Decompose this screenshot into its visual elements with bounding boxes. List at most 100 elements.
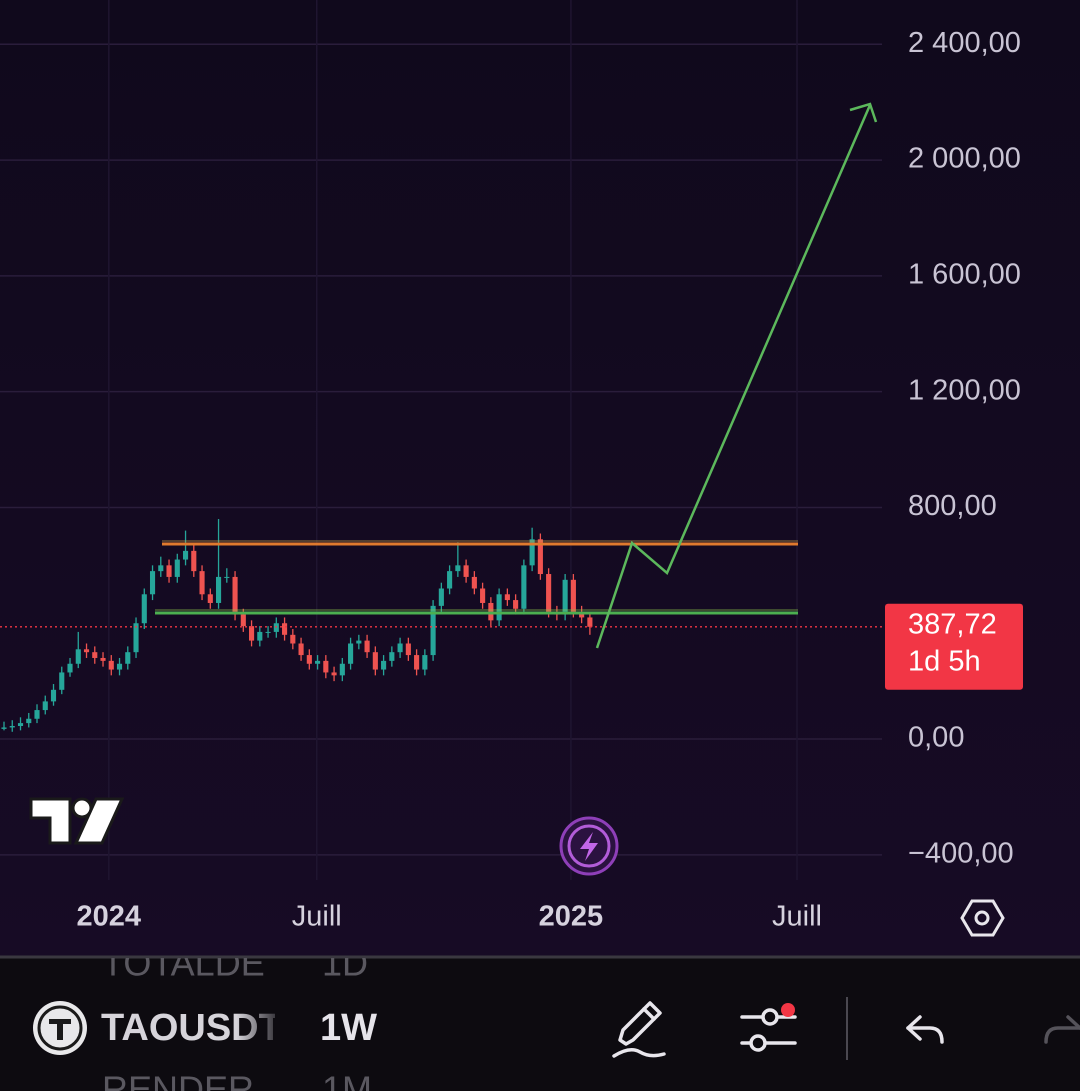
settings-button[interactable]: [960, 899, 1005, 937]
x-tick-label: 2024: [77, 901, 142, 933]
undo-button[interactable]: [906, 1015, 944, 1044]
grid: [0, 0, 882, 880]
toolbar: [0, 957, 1080, 1091]
candle-body: [108, 660, 114, 670]
candle-body: [447, 571, 453, 589]
y-tick-label: 2 400,00: [908, 27, 1021, 59]
x-tick-label: Juill: [292, 901, 342, 933]
x-tick-label: 2025: [539, 901, 604, 933]
candle-body: [422, 655, 428, 670]
candle-body: [389, 652, 395, 661]
candle-body: [455, 565, 461, 572]
candle-body: [504, 594, 510, 601]
redo-button[interactable]: [1044, 1015, 1080, 1044]
ghost-interval: 1D: [322, 943, 368, 984]
candle-body: [182, 550, 189, 560]
candle-body: [50, 689, 57, 702]
candle-body: [348, 643, 354, 664]
candle-body: [471, 576, 477, 589]
candle-body: [75, 649, 81, 664]
candle-body: [199, 571, 205, 595]
candle-body: [191, 550, 197, 572]
candle-body: [83, 649, 90, 653]
candle-body: [496, 594, 502, 621]
symbol-icon: [33, 1001, 87, 1055]
candle-body: [463, 565, 469, 577]
candle-body: [562, 579, 568, 615]
y-tick-label: 1 600,00: [908, 259, 1021, 291]
candle-body: [224, 576, 230, 578]
candle-body: [158, 565, 164, 572]
y-tick-label: 0,00: [908, 722, 964, 754]
candle-body: [133, 623, 139, 653]
candle-body: [67, 663, 73, 673]
candle-body: [331, 672, 337, 676]
candle-body: [34, 710, 40, 719]
projection-path: [595, 104, 872, 649]
tradingview-logo: [29, 797, 125, 845]
candle-body: [116, 663, 123, 670]
lightning-button[interactable]: [559, 816, 619, 876]
candle-body: [265, 631, 271, 633]
candle-body: [323, 660, 329, 673]
candle-body: [174, 559, 180, 577]
candle-body: [141, 594, 147, 624]
indicators-button[interactable]: [740, 1003, 797, 1052]
candle-body: [166, 565, 172, 577]
candle-body: [579, 611, 585, 618]
candle-body: [537, 539, 543, 575]
symbol[interactable]: TAOUSDT: [101, 1007, 282, 1049]
candle-body: [92, 652, 98, 658]
candle-body: [306, 655, 312, 664]
last-price-box: [885, 603, 1023, 690]
ghost-symbol: TOTALDE: [102, 943, 265, 984]
candle-body: [1, 727, 7, 729]
candle-body: [587, 617, 593, 627]
projection-arrowhead: [849, 102, 878, 123]
candle-body: [298, 643, 304, 656]
candle-body: [438, 588, 444, 606]
candle-body: [570, 579, 576, 612]
countdown-label: 1d 5h: [908, 645, 981, 677]
ghost-interval: 1M: [322, 1069, 372, 1091]
candle-body: [372, 652, 378, 670]
candle-body: [26, 718, 32, 724]
candle-body: [125, 652, 131, 664]
axes: 2 400,00 2 000,00 1 600,00 1 200,00 800,00 0,…: [77, 27, 1023, 933]
candle-body: [356, 640, 362, 644]
candle-body: [546, 574, 552, 612]
candle-body: [414, 655, 420, 670]
candle-body: [59, 672, 65, 690]
candle-body: [215, 576, 222, 603]
candle-body: [397, 643, 403, 653]
draw-button[interactable]: [612, 1001, 666, 1058]
candle-body: [282, 623, 288, 635]
candle-body: [290, 634, 296, 644]
y-tick-label: 1 200,00: [908, 374, 1021, 406]
y-tick-label: 800,00: [908, 490, 997, 522]
candle-body: [529, 539, 535, 566]
candle-body: [100, 657, 106, 661]
candle-body: [42, 701, 48, 711]
candle-body: [273, 623, 279, 632]
candle-body: [364, 640, 370, 653]
candle-body: [248, 626, 255, 641]
interval[interactable]: 1W: [320, 1007, 377, 1049]
candle-body: [339, 663, 345, 676]
candle-body: [207, 594, 213, 603]
ghost-symbol: RENDER: [102, 1069, 254, 1091]
candle-body: [480, 588, 486, 603]
candle-body: [430, 605, 436, 656]
x-tick-label: Juill: [772, 901, 822, 933]
candle-body: [381, 660, 387, 670]
candle-body: [17, 723, 24, 726]
toolbar-ghost-rows: TOTALDE 1D RENDER 1M: [102, 943, 372, 1091]
candle-body: [149, 571, 156, 595]
candle-body: [9, 726, 15, 728]
candle-body: [513, 600, 519, 609]
candle-body: [405, 643, 411, 656]
y-tick-label: −400,00: [908, 837, 1014, 869]
candle-body: [232, 576, 238, 615]
